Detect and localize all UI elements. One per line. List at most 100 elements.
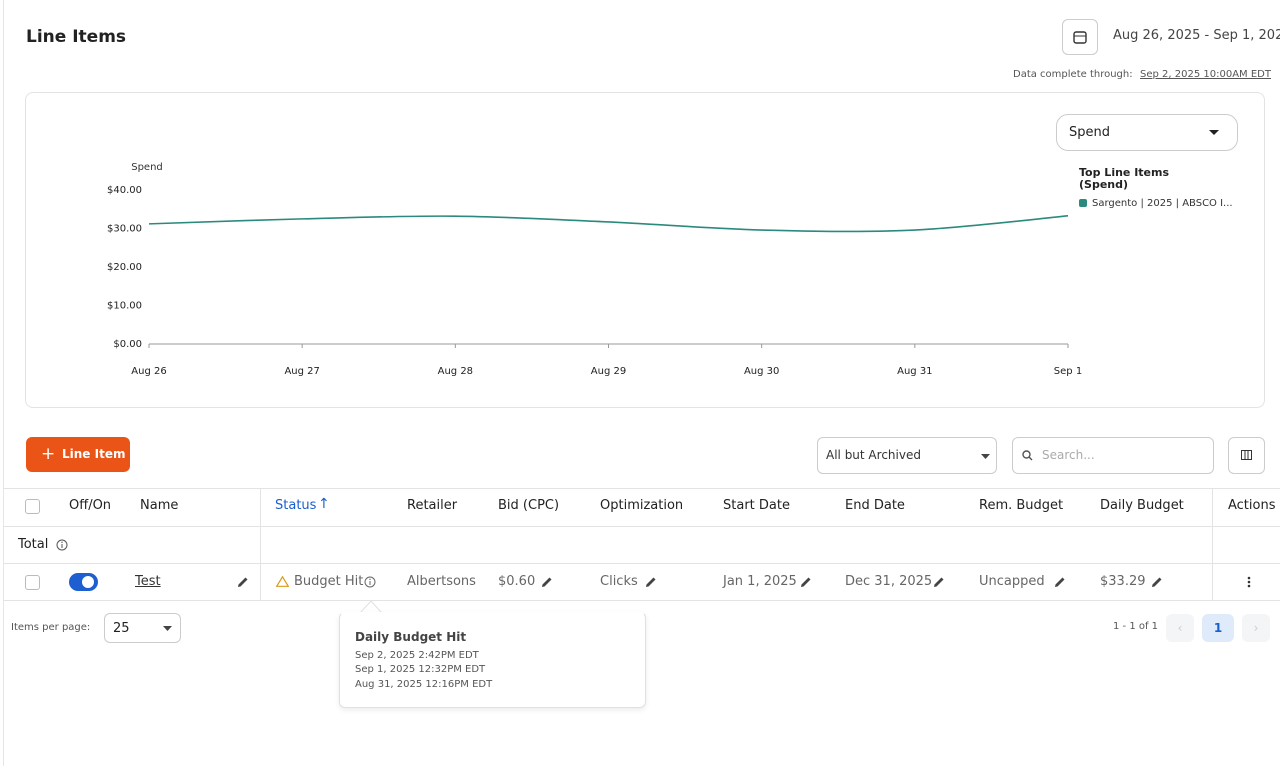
- plus-icon: +: [41, 444, 56, 464]
- x-tick-label: Aug 30: [744, 366, 779, 377]
- info-icon[interactable]: [364, 576, 376, 588]
- row-divider: [3, 600, 1280, 601]
- edit-icon[interactable]: [933, 576, 945, 588]
- dropdown-arrow: [163, 626, 172, 631]
- metric-select[interactable]: Spend: [1056, 114, 1238, 151]
- optimization: Clicks: [600, 574, 638, 589]
- status-text: Budget Hit: [294, 574, 364, 589]
- chart-card: Spend $0.00 $10.00 $20.00 $30.00 $40.00 Aug 26…: [25, 92, 1265, 408]
- select-all-checkbox[interactable]: [25, 499, 40, 514]
- x-tick-label: Sep 1: [1054, 366, 1082, 377]
- warning-icon: [276, 576, 289, 587]
- tooltip-line: Sep 2, 2025 2:42PM EDT: [355, 650, 479, 661]
- end-date: Dec 31, 2025: [845, 574, 933, 589]
- column-header[interactable]: Status: [275, 498, 317, 513]
- data-line: [148, 214, 1069, 233]
- y-tick-label: $0.00: [113, 339, 142, 350]
- y-axis-title: Spend: [131, 162, 163, 173]
- current-page[interactable]: 1: [1202, 614, 1234, 642]
- items-per-page-value: 25: [113, 621, 130, 636]
- remaining-budget: Uncapped: [979, 574, 1045, 589]
- column-header[interactable]: Off/On: [69, 498, 112, 513]
- prev-page[interactable]: ‹: [1166, 614, 1194, 642]
- edit-icon[interactable]: [1151, 576, 1163, 588]
- column-header[interactable]: Bid (CPC): [498, 498, 560, 513]
- edit-icon[interactable]: [541, 576, 553, 588]
- search-placeholder: Search...: [1042, 448, 1095, 462]
- tooltip-line: Sep 1, 2025 12:32PM EDT: [355, 664, 486, 675]
- status-filter[interactable]: All but Archived: [817, 437, 997, 474]
- info-icon[interactable]: [56, 539, 68, 551]
- data-complete-value: Sep 2, 2025 10:00AM EDT: [1140, 69, 1271, 80]
- dropdown-arrow: [1209, 130, 1219, 135]
- calendar-icon: [1073, 31, 1087, 44]
- edit-icon[interactable]: [800, 576, 812, 588]
- columns-button[interactable]: [1228, 437, 1265, 474]
- items-per-page-label: Items per page:: [11, 622, 91, 633]
- chart: Spend $0.00 $10.00 $20.00 $30.00 $40.00 Aug 26…: [107, 162, 1082, 377]
- column-header[interactable]: Optimization: [600, 498, 684, 513]
- toggle-on[interactable]: [69, 573, 98, 591]
- calendar-button[interactable]: [1062, 19, 1098, 55]
- edit-icon[interactable]: [645, 576, 657, 588]
- add-line-item-button[interactable]: + Line Item: [26, 437, 130, 472]
- filter-value: All but Archived: [826, 448, 921, 462]
- row-checkbox[interactable]: [25, 575, 40, 590]
- column-header[interactable]: Name: [140, 498, 179, 513]
- search-input[interactable]: Search...: [1012, 437, 1214, 474]
- column-header: Actions: [1228, 498, 1276, 513]
- daily-budget: $33.29: [1100, 574, 1146, 589]
- x-tick-label: Aug 29: [591, 366, 626, 377]
- row-divider: [3, 526, 1280, 527]
- y-tick-label: $40.00: [107, 185, 142, 196]
- column-divider: [1212, 488, 1213, 600]
- legend-item[interactable]: Sargento | 2025 | ABSCO I...: [1079, 198, 1233, 209]
- y-tick-label: $10.00: [107, 301, 142, 312]
- x-tick-label: Aug 27: [284, 366, 319, 377]
- x-tick-label: Aug 26: [131, 366, 166, 377]
- search-icon: [1022, 450, 1033, 461]
- sidebar-edge: [3, 0, 4, 766]
- tooltip: Daily Budget Hit Sep 2, 2025 2:42PM EDT …: [339, 612, 646, 708]
- column-header[interactable]: Retailer: [407, 498, 458, 513]
- row-divider: [3, 563, 1280, 564]
- pagination-range: 1 - 1 of 1: [1113, 621, 1159, 632]
- y-tick-label: $20.00: [107, 262, 142, 273]
- actions-menu[interactable]: [1247, 576, 1251, 588]
- retailer: Albertsons: [407, 574, 476, 589]
- y-tick-label: $30.00: [107, 224, 142, 235]
- next-page[interactable]: ›: [1242, 614, 1270, 642]
- tooltip-arrow: [360, 600, 382, 613]
- toggle-knob: [82, 576, 94, 588]
- x-tick-label: Aug 31: [897, 366, 932, 377]
- legend-title-text: Top Line Items: [1079, 166, 1170, 179]
- row-divider: [3, 488, 1280, 489]
- items-per-page-select[interactable]: 25: [104, 613, 181, 643]
- metric-select-value: Spend: [1069, 125, 1110, 140]
- tooltip-title: Daily Budget Hit: [355, 630, 467, 644]
- column-header[interactable]: End Date: [845, 498, 905, 513]
- dropdown-arrow: [981, 454, 990, 459]
- sort-asc-icon: ↑: [318, 496, 330, 512]
- add-button-label: Line Item: [62, 447, 126, 461]
- column-header[interactable]: Rem. Budget: [979, 498, 1064, 513]
- date-range[interactable]: Aug 26, 2025 - Sep 1, 2025: [1113, 28, 1280, 43]
- start-date: Jan 1, 2025: [723, 574, 797, 589]
- tooltip-line: Aug 31, 2025 12:16PM EDT: [355, 679, 493, 690]
- bid: $0.60: [498, 574, 536, 589]
- page-title: Line Items: [26, 27, 127, 47]
- data-complete-label: Data complete through:: [1013, 69, 1133, 80]
- column-header[interactable]: Start Date: [723, 498, 790, 513]
- legend-swatch: [1079, 199, 1087, 207]
- column-divider: [260, 488, 261, 600]
- edit-icon[interactable]: [1054, 576, 1066, 588]
- legend-subtitle: (Spend): [1079, 178, 1129, 191]
- legend-title: Top Line Items (Spend): [1079, 167, 1169, 191]
- column-header[interactable]: Daily Budget: [1100, 498, 1184, 513]
- line-item-link[interactable]: Test: [135, 574, 161, 589]
- legend-label: Sargento | 2025 | ABSCO I...: [1092, 198, 1233, 209]
- edit-icon[interactable]: [237, 576, 249, 588]
- columns-icon: [1241, 450, 1252, 460]
- x-tick-label: Aug 28: [438, 366, 473, 377]
